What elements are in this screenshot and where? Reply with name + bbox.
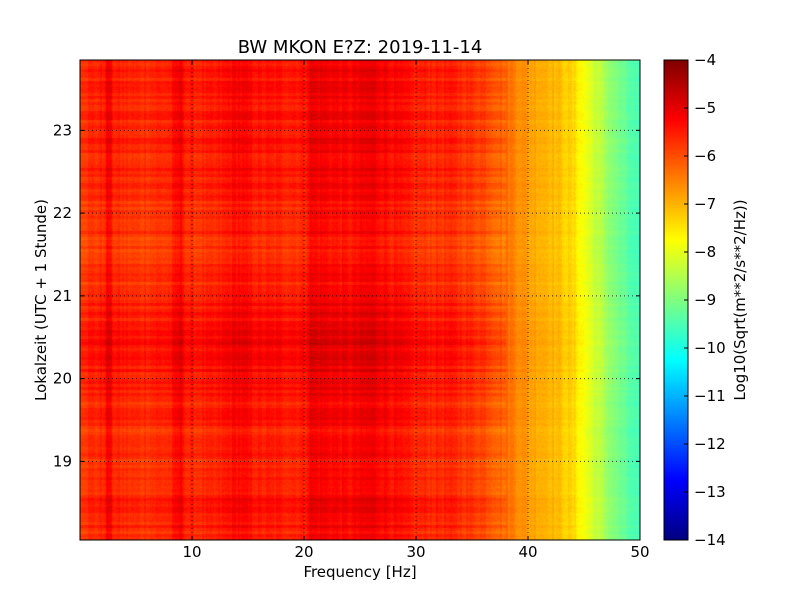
colorbar-tick-label: −8: [694, 243, 716, 261]
colorbar-tick-label: −13: [694, 483, 726, 501]
y-axis-label: Lokalzeit (UTC + 1 Stunde): [32, 199, 50, 401]
colorbar-tick-label: −4: [694, 51, 716, 69]
y-axis-ticks: 19 20 21 22 23: [53, 121, 640, 470]
y-tick-label: 23: [53, 121, 72, 139]
colorbar-tick-label: −10: [694, 339, 726, 357]
y-tick-label: 21: [53, 287, 72, 305]
colorbar-label: Log10(Sqrt(m**2/s**2/Hz)): [731, 199, 749, 400]
colorbar-tick-label: −5: [694, 99, 716, 117]
colorbar-tick-label: −7: [694, 195, 716, 213]
colorbar-tick-label: −12: [694, 435, 726, 453]
x-axis-label: Frequency [Hz]: [303, 563, 416, 581]
colorbar-tick-label: −6: [694, 147, 716, 165]
colorbar-tick-label: −9: [694, 291, 716, 309]
y-tick-label: 20: [53, 370, 72, 388]
x-tick-label: 10: [182, 543, 201, 561]
x-axis-ticks: 10 20 30 40 50: [182, 60, 650, 561]
plot-frame: [79, 59, 641, 541]
y-tick-label: 19: [53, 452, 72, 470]
grid-lines: [80, 60, 640, 540]
plot-area: 10 20 30 40 50 19 20 21 22 23: [53, 59, 650, 561]
colorbar-tick-label: −11: [694, 387, 726, 405]
y-tick-label: 22: [53, 204, 72, 222]
x-tick-label: 50: [630, 543, 649, 561]
chart-title: BW MKON E?Z: 2019-11-14: [238, 37, 483, 58]
colorbar-ticks: −4 −5 −6 −7 −8 −9 −10 −11 −12 −13 −14: [684, 51, 726, 549]
x-tick-label: 30: [406, 543, 425, 561]
x-tick-label: 20: [294, 543, 313, 561]
colorbar: −4 −5 −6 −7 −8 −9 −10 −11 −12 −13 −14: [663, 51, 726, 549]
colorbar-tick-label: −14: [694, 531, 726, 549]
spectrogram-image: [80, 60, 640, 540]
x-tick-label: 40: [518, 543, 537, 561]
